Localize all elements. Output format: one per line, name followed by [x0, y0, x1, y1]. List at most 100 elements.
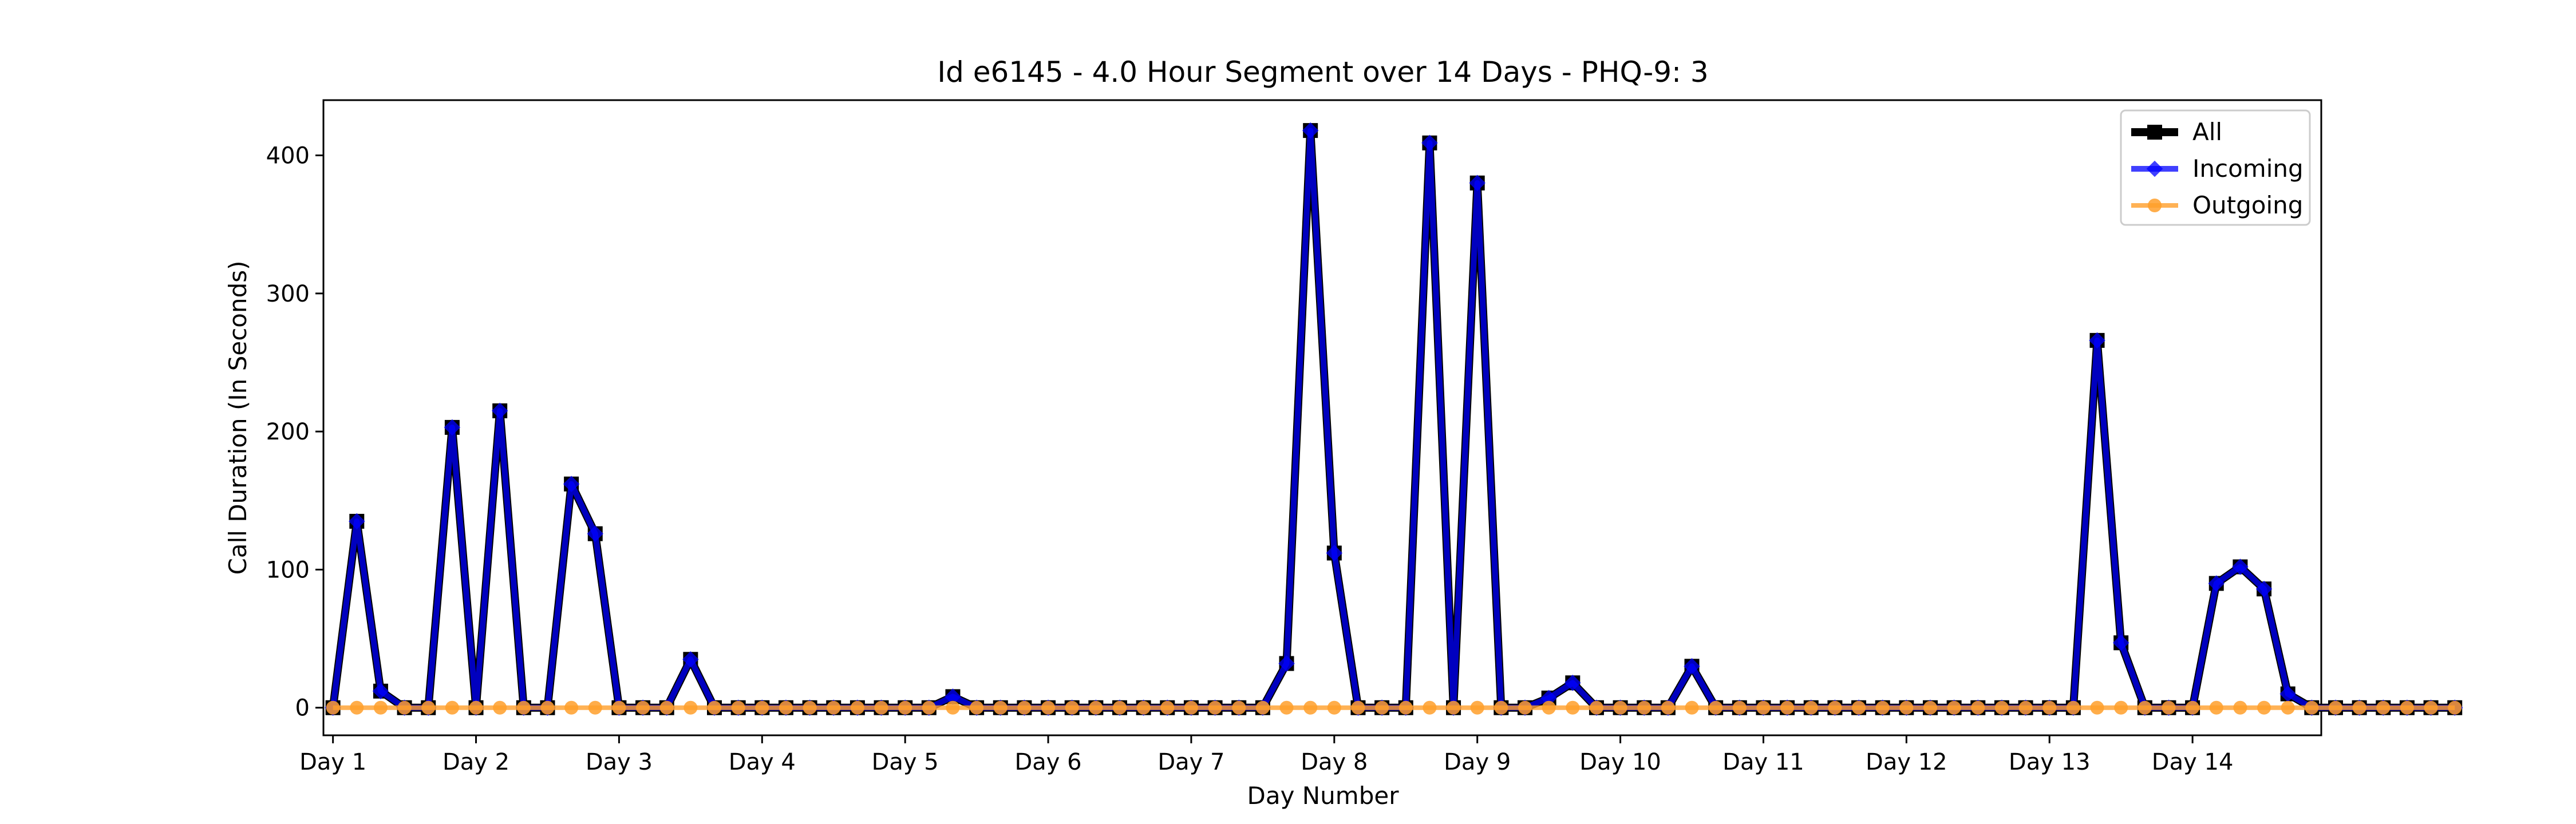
data-point-outgoing — [2448, 700, 2462, 715]
legend-item-outgoing: Outgoing — [2131, 191, 2303, 219]
data-point-outgoing — [1303, 700, 1318, 715]
data-point-incoming — [2255, 580, 2273, 597]
data-point-outgoing — [2352, 700, 2366, 715]
data-point-outgoing — [2209, 700, 2223, 715]
data-point-incoming — [1421, 134, 1438, 152]
data-point-incoming — [1684, 658, 1700, 675]
data-point-incoming — [491, 402, 508, 419]
chart-title: Id e6145 - 4.0 Hour Segment over 14 Days… — [937, 56, 1708, 89]
data-point-outgoing — [1255, 700, 1270, 715]
data-point-outgoing — [2162, 700, 2176, 715]
data-point-outgoing — [1423, 700, 1437, 715]
legend-swatch-marker — [2147, 125, 2162, 140]
data-point-incoming — [587, 525, 604, 542]
data-point-outgoing — [2042, 700, 2057, 715]
data-point-outgoing — [2138, 700, 2152, 715]
x-tick-label: Day 14 — [2152, 749, 2234, 775]
series-layer — [325, 122, 2463, 716]
data-point-incoming — [1278, 655, 1295, 672]
data-point-outgoing — [397, 700, 412, 715]
y-tick-label: 200 — [266, 419, 310, 445]
data-point-incoming — [2232, 558, 2249, 575]
data-point-outgoing — [1923, 700, 1937, 715]
data-point-outgoing — [2090, 700, 2104, 715]
data-point-outgoing — [1685, 700, 1699, 715]
data-point-incoming — [1326, 545, 1343, 561]
data-point-outgoing — [540, 700, 555, 715]
data-point-outgoing — [2400, 700, 2414, 715]
x-tick-label: Day 5 — [872, 749, 939, 775]
legend-item-incoming: Incoming — [2131, 154, 2304, 183]
data-point-outgoing — [612, 700, 626, 715]
x-tick-label: Day 8 — [1301, 749, 1368, 775]
legend-label: Incoming — [2192, 154, 2304, 183]
data-point-outgoing — [1232, 700, 1246, 715]
data-point-outgoing — [1089, 700, 1103, 715]
data-point-outgoing — [1566, 700, 1580, 715]
data-point-incoming — [2208, 575, 2225, 592]
data-point-outgoing — [1852, 700, 1866, 715]
legend: All Incoming Outgoing — [2120, 109, 2311, 226]
data-point-outgoing — [1756, 700, 1771, 715]
data-point-outgoing — [1208, 700, 1222, 715]
data-point-outgoing — [2066, 700, 2080, 715]
x-axis: Day 1 Day 2 Day 3 Day 4 Day 5 Day 6 Day 7 Day 8… — [299, 735, 2233, 775]
data-point-outgoing — [1804, 700, 1818, 715]
data-point-outgoing — [970, 700, 984, 715]
data-point-outgoing — [1828, 700, 1842, 715]
data-point-outgoing — [1971, 700, 1985, 715]
data-point-incoming — [563, 476, 580, 493]
data-point-incoming — [444, 419, 461, 436]
data-point-outgoing — [659, 700, 674, 715]
data-point-outgoing — [2376, 700, 2391, 715]
legend-label: All — [2192, 118, 2222, 146]
data-point-outgoing — [922, 700, 936, 715]
data-point-outgoing — [850, 700, 864, 715]
x-axis-label: Day Number — [1247, 782, 1399, 810]
legend-swatch-marker — [2146, 160, 2163, 177]
data-point-outgoing — [1947, 700, 1961, 715]
data-point-outgoing — [898, 700, 912, 715]
data-point-outgoing — [1136, 700, 1151, 715]
data-point-outgoing — [1709, 700, 1723, 715]
plot-frame — [322, 99, 2322, 736]
data-point-outgoing — [564, 700, 579, 715]
x-tick-label: Day 1 — [299, 749, 366, 775]
data-point-incoming — [372, 683, 389, 700]
y-axis-label: Call Duration (In Seconds) — [224, 260, 252, 575]
series-outgoing — [326, 700, 2462, 715]
x-tick-label: Day 12 — [1866, 749, 1947, 775]
data-point-outgoing — [827, 700, 841, 715]
x-tick-label: Day 7 — [1157, 749, 1224, 775]
data-point-outgoing — [1447, 700, 1461, 715]
data-point-outgoing — [1375, 700, 1389, 715]
data-point-outgoing — [1065, 700, 1079, 715]
data-point-outgoing — [731, 700, 745, 715]
data-point-outgoing — [1637, 700, 1652, 715]
data-point-outgoing — [993, 700, 1008, 715]
data-point-incoming — [1564, 675, 1581, 691]
data-point-incoming — [349, 513, 365, 530]
data-point-outgoing — [1780, 700, 1795, 715]
data-point-outgoing — [1017, 700, 1032, 715]
data-point-incoming — [2112, 635, 2129, 651]
data-point-outgoing — [1875, 700, 1890, 715]
data-point-outgoing — [2114, 700, 2128, 715]
legend-label: Outgoing — [2192, 191, 2303, 219]
x-tick-label: Day 11 — [1722, 749, 1804, 775]
data-point-outgoing — [1732, 700, 1747, 715]
data-point-outgoing — [350, 700, 364, 715]
data-point-outgoing — [2424, 700, 2438, 715]
x-tick-label: Day 6 — [1014, 749, 1081, 775]
data-point-outgoing — [2305, 700, 2319, 715]
data-point-outgoing — [1184, 700, 1198, 715]
y-tick-label: 300 — [266, 281, 310, 307]
x-tick-label: Day 13 — [2009, 749, 2091, 775]
data-point-outgoing — [1398, 700, 1413, 715]
data-point-incoming — [682, 651, 699, 668]
data-point-outgoing — [2257, 700, 2271, 715]
data-point-outgoing — [421, 700, 436, 715]
y-tick-label: 0 — [295, 695, 310, 722]
data-point-incoming — [2089, 332, 2105, 349]
